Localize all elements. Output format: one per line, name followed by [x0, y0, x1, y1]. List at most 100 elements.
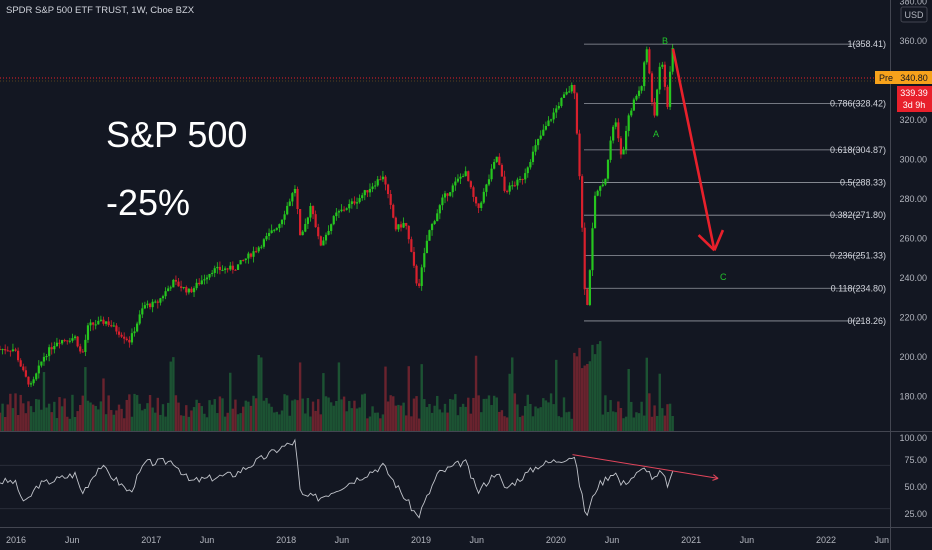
candle-body[interactable] — [311, 206, 315, 215]
candle-body[interactable] — [218, 266, 222, 271]
candle-body[interactable] — [84, 339, 87, 353]
candle-body[interactable] — [614, 122, 617, 127]
candle-body[interactable] — [270, 230, 273, 233]
candle-body[interactable] — [60, 340, 64, 344]
candle-body[interactable] — [32, 379, 35, 384]
candle-body[interactable] — [389, 194, 392, 205]
candle-body[interactable] — [542, 129, 545, 136]
candle-body[interactable] — [661, 64, 664, 67]
candle-body[interactable] — [273, 229, 276, 231]
candle-body[interactable] — [539, 135, 542, 139]
candle-body[interactable] — [231, 265, 234, 270]
candle-body[interactable] — [371, 186, 374, 189]
candle-body[interactable] — [164, 291, 167, 297]
candle-body[interactable] — [456, 178, 460, 182]
candle-body[interactable] — [174, 279, 178, 282]
candle-body[interactable] — [490, 168, 493, 180]
candle-body[interactable] — [337, 211, 341, 213]
candle-body[interactable] — [480, 202, 483, 208]
candle-body[interactable] — [464, 171, 467, 177]
candle-body[interactable] — [449, 192, 452, 196]
candle-body[interactable] — [379, 179, 382, 181]
candle-body[interactable] — [498, 156, 501, 165]
candle-body[interactable] — [262, 239, 265, 247]
candle-body[interactable] — [14, 349, 17, 351]
candle-body[interactable] — [645, 49, 648, 63]
candle-body[interactable] — [115, 325, 118, 332]
candle-body[interactable] — [394, 217, 397, 230]
rsi-pane[interactable] — [0, 438, 890, 519]
candle-body[interactable] — [198, 282, 201, 285]
candle-body[interactable] — [425, 240, 428, 254]
candle-body[interactable] — [666, 86, 669, 107]
candle-body[interactable] — [381, 176, 385, 180]
candle-body[interactable] — [208, 273, 211, 278]
candle-body[interactable] — [200, 280, 203, 285]
candle-body[interactable] — [609, 140, 612, 160]
candle-body[interactable] — [342, 209, 346, 211]
candle-body[interactable] — [322, 240, 325, 246]
candle-body[interactable] — [330, 224, 333, 231]
candle-body[interactable] — [508, 185, 511, 192]
candle-body[interactable] — [560, 97, 563, 106]
candle-body[interactable] — [625, 130, 628, 150]
candle-body[interactable] — [216, 266, 219, 269]
candle-body[interactable] — [420, 267, 423, 286]
candle-body[interactable] — [143, 305, 146, 309]
candle-body[interactable] — [552, 112, 555, 120]
candle-body[interactable] — [169, 287, 172, 289]
candle-body[interactable] — [280, 219, 284, 225]
candle-body[interactable] — [547, 120, 550, 126]
candle-body[interactable] — [612, 126, 615, 141]
candle-body[interactable] — [97, 320, 100, 325]
candle-body[interactable] — [275, 228, 278, 230]
candle-body[interactable] — [562, 94, 566, 98]
candle-body[interactable] — [229, 265, 232, 270]
rsi-divergence-line[interactable] — [572, 454, 719, 479]
rsi-line[interactable] — [0, 438, 674, 519]
candle-body[interactable] — [632, 99, 635, 111]
candle-body[interactable] — [223, 268, 227, 270]
candle-body[interactable] — [529, 162, 532, 168]
candle-body[interactable] — [482, 191, 485, 203]
forecast-arrow[interactable] — [671, 48, 725, 252]
candle-body[interactable] — [138, 314, 141, 324]
candle-body[interactable] — [606, 159, 610, 179]
candle-body[interactable] — [304, 223, 307, 232]
candle-body[interactable] — [521, 178, 524, 180]
candle-body[interactable] — [407, 225, 410, 240]
candle-body[interactable] — [159, 298, 162, 303]
candle-body[interactable] — [278, 224, 281, 229]
candlestick-series[interactable] — [0, 44, 674, 388]
candle-body[interactable] — [345, 208, 348, 210]
candle-body[interactable] — [430, 224, 434, 231]
candle-body[interactable] — [537, 138, 540, 146]
candle-body[interactable] — [503, 176, 506, 191]
candle-body[interactable] — [120, 334, 123, 337]
candle-body[interactable] — [586, 289, 589, 305]
candle-body[interactable] — [355, 202, 359, 204]
candle-body[interactable] — [79, 346, 82, 352]
candle-body[interactable] — [495, 156, 498, 162]
candle-body[interactable] — [570, 84, 573, 92]
candle-body[interactable] — [110, 325, 113, 327]
candle-body[interactable] — [366, 190, 369, 193]
candle-body[interactable] — [244, 258, 247, 261]
candle-body[interactable] — [596, 190, 599, 196]
candle-body[interactable] — [236, 264, 240, 270]
candle-body[interactable] — [410, 239, 413, 252]
candle-body[interactable] — [469, 181, 472, 188]
candle-body[interactable] — [353, 201, 356, 204]
candle-body[interactable] — [505, 190, 509, 192]
candle-body[interactable] — [534, 145, 537, 152]
candle-body[interactable] — [203, 279, 206, 281]
candle-body[interactable] — [187, 288, 190, 293]
candle-body[interactable] — [239, 260, 242, 265]
candle-body[interactable] — [37, 365, 40, 374]
candle-body[interactable] — [402, 223, 405, 228]
candle-body[interactable] — [314, 214, 317, 228]
candle-body[interactable] — [291, 193, 294, 202]
candle-body[interactable] — [446, 193, 449, 196]
forecast-arrow-head[interactable] — [697, 234, 716, 252]
